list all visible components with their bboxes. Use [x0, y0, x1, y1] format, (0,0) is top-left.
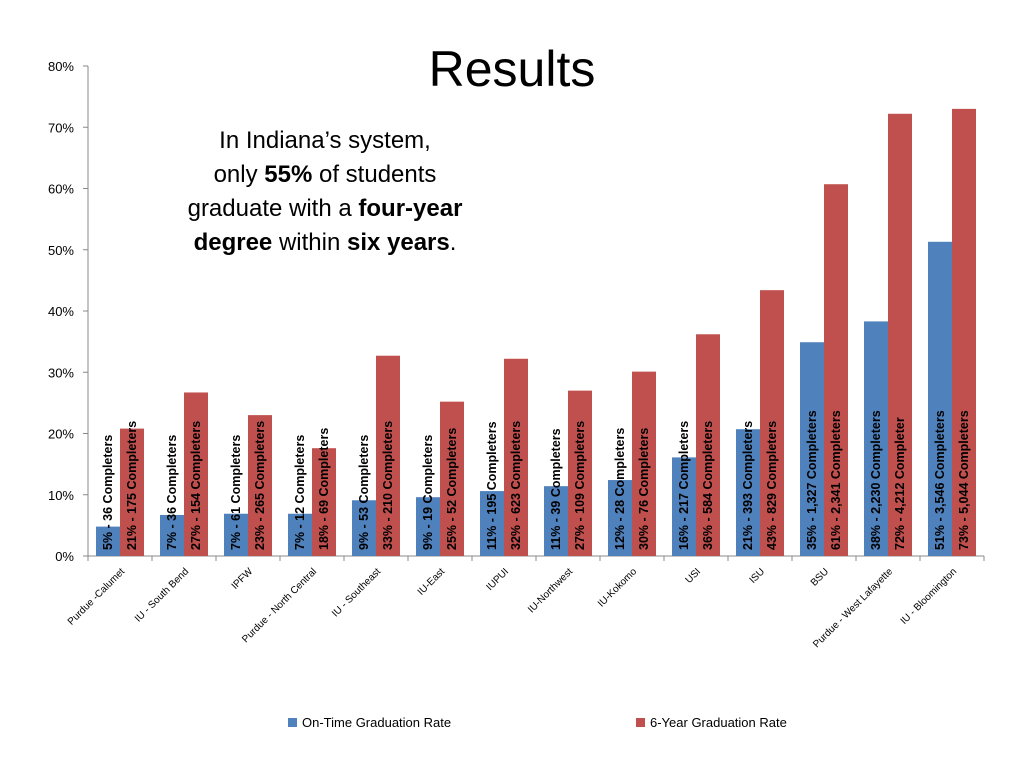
- bar-label-on-time: 38% - 2,230 Completers: [869, 410, 883, 550]
- bar-six-year: [248, 415, 272, 556]
- bar-label-six-year: 33% - 210 Completers: [381, 421, 395, 550]
- y-tick-label: 30%: [48, 365, 74, 380]
- bar-label-on-time: 21% - 393 Completers: [741, 421, 755, 550]
- callout-line-4-bold-2: six years: [346, 229, 450, 256]
- bar-six-year: [632, 371, 656, 556]
- bar-on-time: [416, 497, 440, 556]
- bar-on-time: [736, 429, 760, 556]
- x-category-label: IU-East: [416, 566, 448, 598]
- bar-label-on-time: 9% - 19 Completers: [421, 435, 435, 550]
- bar-label-six-year: 30% - 76 Completers: [637, 428, 651, 550]
- bar-label-six-year: 27% - 154 Completers: [189, 421, 203, 550]
- bar-label-six-year: 73% - 5,044 Completers: [957, 410, 971, 550]
- bar-label-six-year: 23% - 265 Completers: [253, 421, 267, 550]
- x-category-label: USI: [684, 566, 704, 586]
- bar-six-year: [312, 448, 336, 556]
- bar-six-year: [760, 290, 784, 556]
- bar-label-on-time: 51% - 3,546 Completers: [933, 410, 947, 550]
- bar-on-time: [96, 526, 120, 556]
- bar-label-on-time: 11% - 195 Completers: [485, 421, 499, 550]
- y-tick-label: 60%: [48, 182, 74, 197]
- callout-line-3-pre: graduate with a: [187, 195, 359, 222]
- bar-on-time: [480, 491, 504, 556]
- bar-six-year: [888, 113, 912, 557]
- bar-six-year: [504, 358, 528, 556]
- y-tick-label: 10%: [48, 488, 74, 503]
- legend-swatch-six-year: [636, 718, 645, 727]
- x-category-label: IPFW: [230, 566, 256, 592]
- x-category-label: ISU: [748, 566, 768, 586]
- bar-label-six-year: 18% - 69 Completers: [317, 428, 331, 550]
- bar-on-time: [928, 241, 952, 556]
- slide-title: Results: [428, 41, 596, 97]
- callout-line-4-mid: within: [272, 229, 347, 256]
- bar-label-six-year: 25% - 52 Completers: [445, 428, 459, 550]
- bar-six-year: [568, 390, 592, 556]
- bar-six-year: [440, 401, 464, 556]
- bar-six-year: [184, 392, 208, 556]
- bar-on-time: [352, 500, 376, 556]
- x-category-label: IU-Kokomo: [596, 566, 639, 609]
- bar-on-time: [672, 457, 696, 556]
- bar-six-year: [696, 334, 720, 556]
- y-tick-label: 70%: [48, 120, 74, 135]
- y-tick-label: 20%: [48, 427, 74, 442]
- bar-label-on-time: 11% - 39 Completers: [549, 428, 563, 550]
- bar-label-six-year: 32% - 623 Completers: [509, 421, 523, 550]
- bar-on-time: [864, 321, 888, 556]
- x-category-label: IU - South Bend: [133, 566, 191, 624]
- callout-line-2-pre: only: [213, 161, 265, 188]
- bar-label-on-time: 7% - 61 Completers: [229, 435, 243, 550]
- legend-swatch-on-time: [288, 718, 297, 727]
- bar-label-on-time: 12% - 28 Completers: [613, 428, 627, 550]
- callout-line-2-bold: 55%: [264, 161, 313, 188]
- bar-label-six-year: 21% - 175 Completers: [125, 421, 139, 550]
- bar-on-time: [544, 486, 568, 556]
- bar-six-year: [376, 355, 400, 556]
- bar-label-on-time: 16% - 217 Completers: [677, 421, 691, 550]
- bar-label-six-year: 36% - 584 Completers: [701, 421, 715, 550]
- y-tick-label: 50%: [48, 243, 74, 258]
- callout-line-2-post: of students: [312, 161, 437, 188]
- bar-label-on-time: 7% - 12 Completers: [293, 435, 307, 550]
- x-category-label: Purdue -Calumet: [66, 566, 127, 627]
- x-category-label: IU - Southeast: [330, 566, 383, 619]
- bar-label-on-time: 9% - 53 Completers: [357, 435, 371, 550]
- x-category-label: Purdue - North Central: [240, 566, 319, 645]
- bar-six-year: [120, 428, 144, 556]
- bar-six-year: [952, 108, 976, 556]
- bar-label-on-time: 7% - 36 Completers: [165, 435, 179, 550]
- bar-label-six-year: 61% - 2,341 Completers: [829, 410, 843, 550]
- bar-six-year: [824, 184, 848, 556]
- bar-on-time: [160, 514, 184, 556]
- x-category-label: IUPUI: [484, 566, 511, 593]
- callout-line-4-post: .: [449, 229, 457, 256]
- x-category-label: BSU: [809, 566, 831, 588]
- x-category-label: IU - Bloomington: [899, 566, 959, 626]
- bar-on-time: [288, 513, 312, 556]
- bar-label-six-year: 27% - 109 Completers: [573, 421, 587, 550]
- bar-label-six-year: 72% - 4,212 Completer: [893, 417, 907, 550]
- x-category-label: IU-Northwest: [526, 566, 575, 615]
- bar-label-on-time: 5% - 36 Completers: [101, 435, 115, 550]
- y-tick-label: 80%: [48, 59, 74, 74]
- legend-label-on-time: On-Time Graduation Rate: [302, 715, 451, 730]
- callout-line-3-bold: four-year: [358, 195, 463, 222]
- y-tick-label: 0%: [55, 549, 74, 564]
- bar-label-six-year: 43% - 829 Completers: [765, 421, 779, 550]
- bar-on-time: [608, 480, 632, 556]
- bar-on-time: [224, 513, 248, 556]
- callout-line-1: In Indiana’s system,: [219, 127, 431, 154]
- callout-line-4-bold-1: degree: [193, 229, 273, 256]
- callout-text: In Indiana’s system, only 55% of student…: [150, 124, 500, 260]
- y-tick-label: 40%: [48, 304, 74, 319]
- bar-on-time: [800, 342, 824, 556]
- legend-label-six-year: 6-Year Graduation Rate: [650, 715, 787, 730]
- bar-label-on-time: 35% - 1,327 Completers: [805, 410, 819, 550]
